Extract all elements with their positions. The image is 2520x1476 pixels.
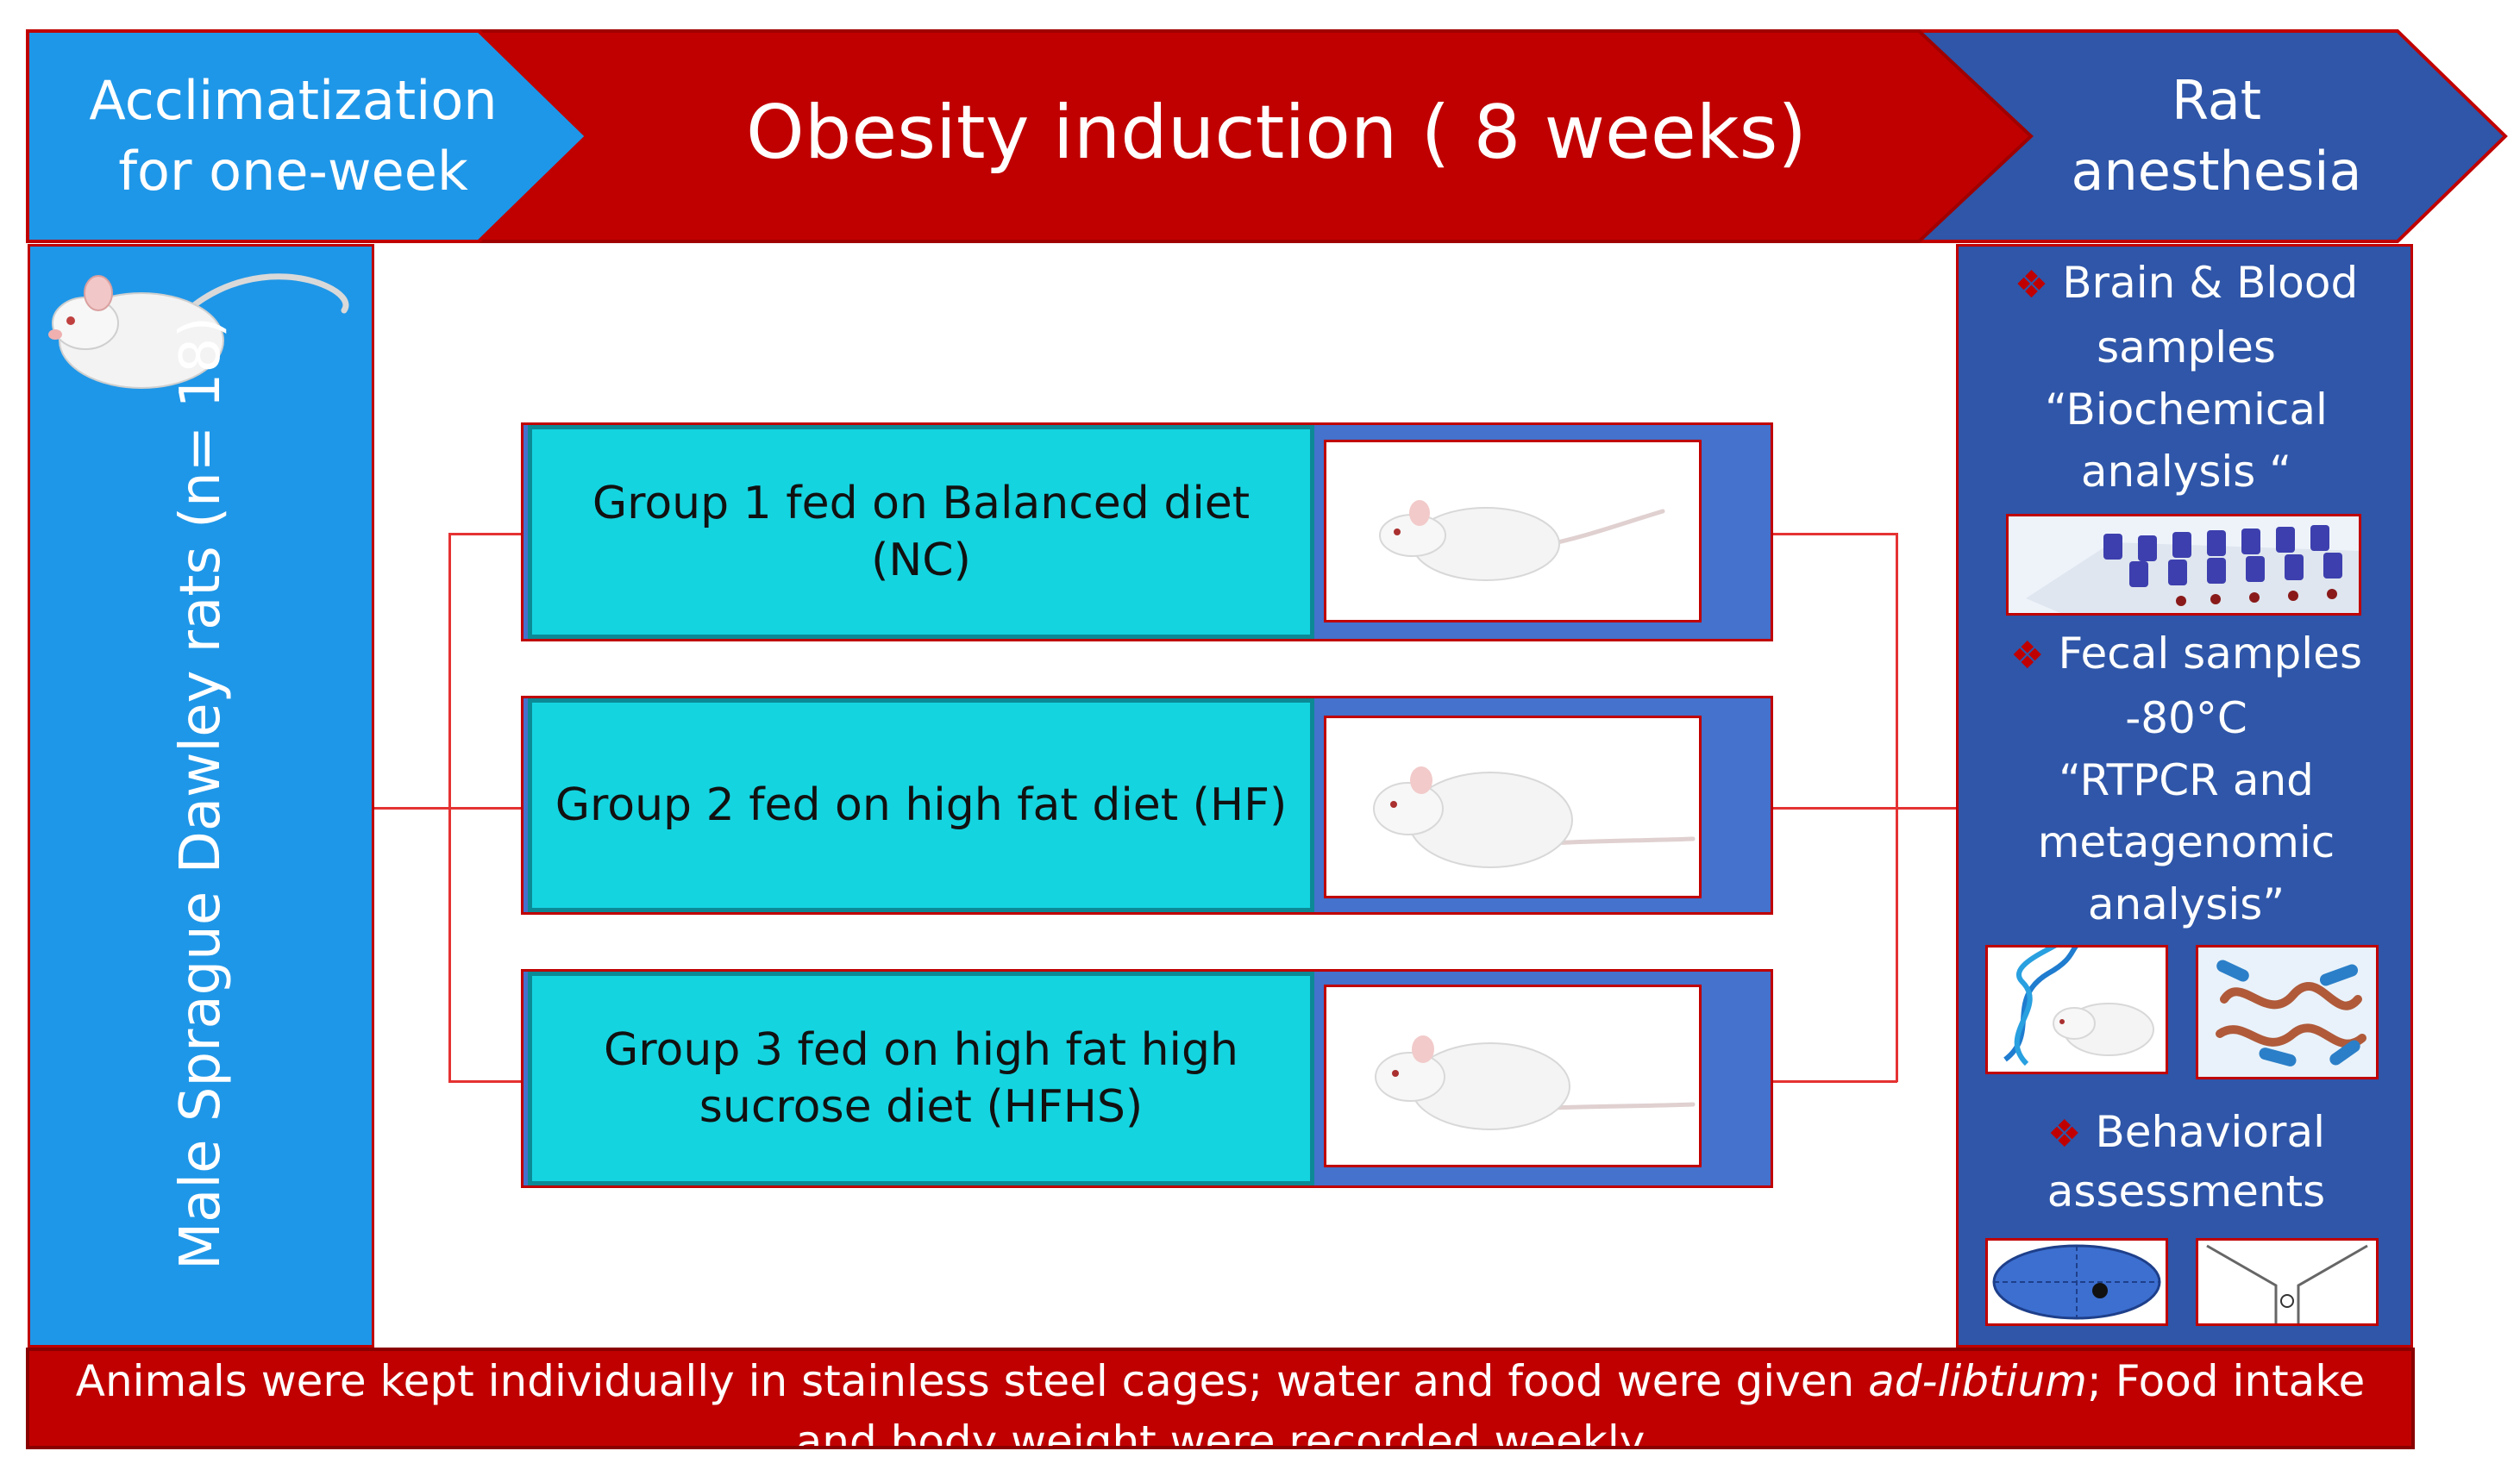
timeline-banner (26, 29, 2508, 243)
rat-icon (1373, 766, 1696, 868)
brain-blood-line-3: “Biochemical (2045, 385, 2328, 435)
connector-left-g1 (448, 533, 523, 535)
connector-left-main (374, 807, 450, 810)
rats-label: Male Sprague Dawley rats (n= 18) (169, 316, 233, 1271)
brain-blood-line-1: Brain & Blood (2062, 258, 2359, 308)
diamond-cluster-icon: ❖ (2010, 634, 2045, 678)
group-3-line-1: Group 3 fed on high fat high (604, 1024, 1238, 1076)
right-panel (1956, 244, 2413, 1348)
left-panel (28, 244, 374, 1348)
acclimatization-line-2: for one-week (118, 140, 468, 203)
acclimatization-arrow (26, 29, 589, 243)
group-3-photo (1324, 985, 1702, 1167)
fecal-line-1: Fecal samples (2058, 629, 2362, 679)
diamond-cluster-icon: ❖ (2014, 263, 2049, 307)
footer-text-italic: ad-libtium (1868, 1356, 2087, 1406)
water-maze-image (1985, 1238, 2168, 1326)
fecal-text: ❖ Fecal samples -80°C “RTPCR and metageno… (1966, 622, 2406, 935)
fecal-line-4: metagenomic (2037, 817, 2335, 867)
anesthesia-line-2: anesthesia (2071, 140, 2362, 203)
anesthesia-line-1: Rat (2171, 69, 2262, 133)
blood-tubes-image (2006, 514, 2361, 616)
dna-rat-image (1985, 945, 2168, 1074)
group-2-photo (1324, 716, 1702, 898)
behavioral-line-1: Behavioral (2095, 1107, 2325, 1157)
fecal-line-5: analysis” (2087, 879, 2285, 929)
rat-icon (1379, 500, 1665, 581)
group-1-label: Group 1 fed on Balanced diet (NC) (528, 425, 1314, 639)
footer-note: Animals were kept individually in stainl… (26, 1348, 2415, 1449)
behavioral-text: ❖ Behavioral assessments (1966, 1104, 2406, 1220)
fecal-line-2: -80°C (2125, 693, 2247, 743)
connector-right-g1 (1771, 533, 1897, 535)
group-3-label: Group 3 fed on high fat high sucrose die… (528, 972, 1314, 1185)
connector-left-g2 (448, 807, 523, 810)
group-3-line-2: sucrose diet (HFHS) (699, 1081, 1144, 1133)
induction-label: Obesity induction ( 8 weeks) (746, 90, 1807, 177)
footer-text-before: Animals were kept individually in stainl… (75, 1356, 1869, 1406)
connector-left-g3 (448, 1080, 523, 1083)
y-maze-icon (2206, 1244, 2368, 1323)
y-maze-image (2196, 1238, 2379, 1326)
dna-helix-icon (2003, 948, 2154, 1066)
rat-icon (1375, 1035, 1696, 1130)
microbiome-image (2196, 945, 2379, 1079)
brain-blood-text: ❖ Brain & Blood samples “Biochemical anal… (1966, 252, 2406, 503)
group-2-label: Group 2 fed on high fat diet (HF) (528, 698, 1314, 912)
rat-icon (48, 273, 349, 389)
connector-right-vertical (1896, 533, 1898, 1082)
fecal-line-3: “RTPCR and (2059, 755, 2314, 805)
brain-blood-line-4: analysis “ (2080, 447, 2292, 497)
acclimatization-line-1: Acclimatization (89, 69, 498, 133)
water-maze-icon (1992, 1244, 2161, 1320)
group-1-photo (1324, 440, 1702, 622)
brain-blood-line-2: samples (2097, 322, 2276, 372)
diamond-cluster-icon: ❖ (2047, 1112, 2082, 1156)
group-1-line-1: Group 1 fed on Balanced diet (592, 478, 1251, 529)
test-tube-rack-icon (2009, 516, 2359, 613)
behavioral-line-2: assessments (2047, 1166, 2326, 1216)
group-2-line-1: Group 2 fed on high fat diet (HF) (555, 779, 1288, 831)
bacteria-icon (2198, 948, 2376, 1077)
acclimatization-label: Acclimatization for one-week (34, 50, 552, 222)
footer-text-after: ; Food intake and body weight were recor… (795, 1356, 2366, 1449)
anesthesia-label: Rat anesthesia (2001, 50, 2432, 222)
connector-right-g2 (1771, 807, 1956, 810)
connector-right-g3 (1771, 1080, 1897, 1083)
group-1-line-2: (NC) (871, 535, 971, 586)
